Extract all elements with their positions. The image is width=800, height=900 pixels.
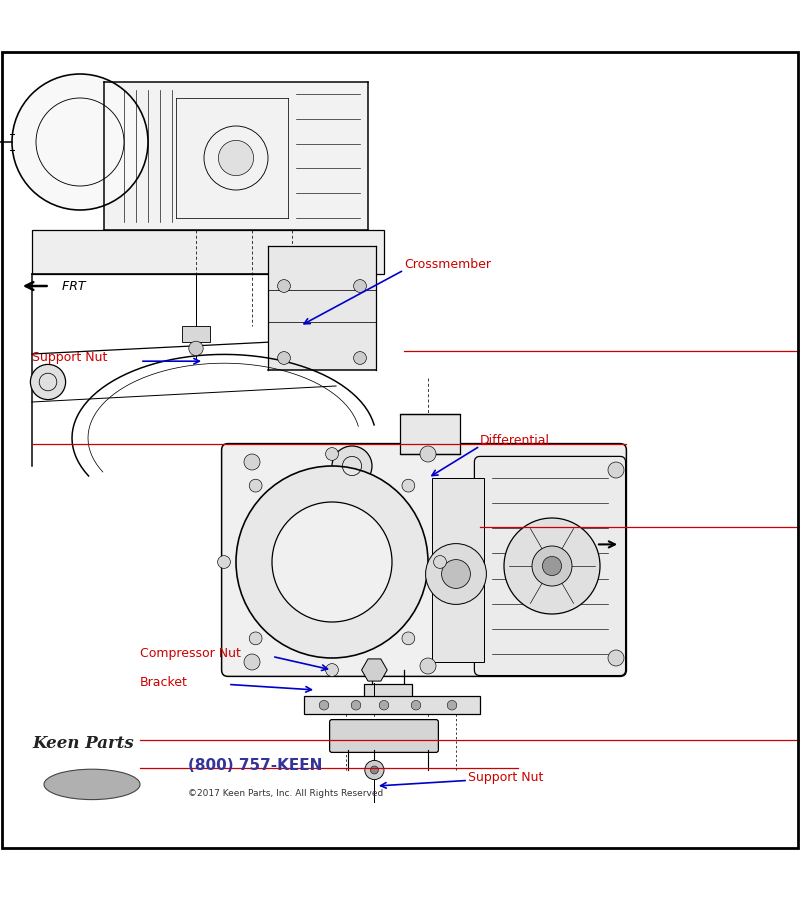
Circle shape — [218, 555, 230, 569]
FancyBboxPatch shape — [104, 82, 368, 230]
Circle shape — [351, 700, 361, 710]
Circle shape — [326, 663, 338, 677]
Text: Keen Parts: Keen Parts — [32, 735, 134, 752]
Circle shape — [244, 654, 260, 670]
Circle shape — [278, 352, 290, 365]
Circle shape — [420, 446, 436, 462]
FancyBboxPatch shape — [474, 456, 626, 676]
Circle shape — [354, 280, 366, 292]
Circle shape — [244, 454, 260, 470]
FancyBboxPatch shape — [182, 326, 210, 342]
Polygon shape — [32, 230, 384, 274]
FancyBboxPatch shape — [330, 720, 438, 752]
Text: ©2017 Keen Parts, Inc. All Rights Reserved: ©2017 Keen Parts, Inc. All Rights Reserv… — [188, 789, 383, 798]
Circle shape — [608, 462, 624, 478]
Circle shape — [402, 632, 414, 644]
Circle shape — [411, 700, 421, 710]
Text: Crossmember: Crossmember — [404, 258, 491, 271]
Circle shape — [442, 560, 470, 589]
Text: Differential: Differential — [480, 434, 550, 447]
Circle shape — [426, 544, 486, 605]
Text: Support Nut: Support Nut — [32, 352, 107, 365]
Circle shape — [12, 74, 148, 210]
Text: Support Nut: Support Nut — [468, 771, 543, 785]
Text: Compressor Nut: Compressor Nut — [140, 647, 241, 661]
Text: Bracket: Bracket — [140, 676, 188, 688]
Circle shape — [30, 364, 66, 400]
FancyBboxPatch shape — [432, 478, 484, 662]
FancyBboxPatch shape — [364, 684, 412, 705]
FancyBboxPatch shape — [222, 444, 626, 677]
Circle shape — [365, 760, 384, 779]
Circle shape — [278, 280, 290, 292]
Circle shape — [326, 447, 338, 461]
FancyBboxPatch shape — [268, 246, 376, 370]
Circle shape — [447, 700, 457, 710]
Text: (800) 757-KEEN: (800) 757-KEEN — [188, 759, 322, 773]
Circle shape — [189, 341, 203, 356]
Ellipse shape — [44, 770, 140, 799]
Circle shape — [370, 766, 378, 774]
FancyBboxPatch shape — [400, 414, 460, 454]
Circle shape — [402, 479, 414, 492]
FancyBboxPatch shape — [304, 697, 480, 714]
Circle shape — [319, 700, 329, 710]
Circle shape — [218, 140, 254, 176]
Text: FRT: FRT — [58, 280, 85, 292]
Circle shape — [236, 466, 428, 658]
Circle shape — [379, 700, 389, 710]
Circle shape — [272, 502, 392, 622]
Circle shape — [420, 658, 436, 674]
Circle shape — [250, 479, 262, 492]
Circle shape — [608, 650, 624, 666]
Circle shape — [504, 518, 600, 614]
Text: FRT: FRT — [565, 539, 588, 549]
Circle shape — [354, 352, 366, 365]
Circle shape — [542, 556, 562, 576]
Circle shape — [332, 446, 372, 486]
Circle shape — [532, 546, 572, 586]
Circle shape — [434, 555, 446, 569]
Circle shape — [250, 632, 262, 644]
